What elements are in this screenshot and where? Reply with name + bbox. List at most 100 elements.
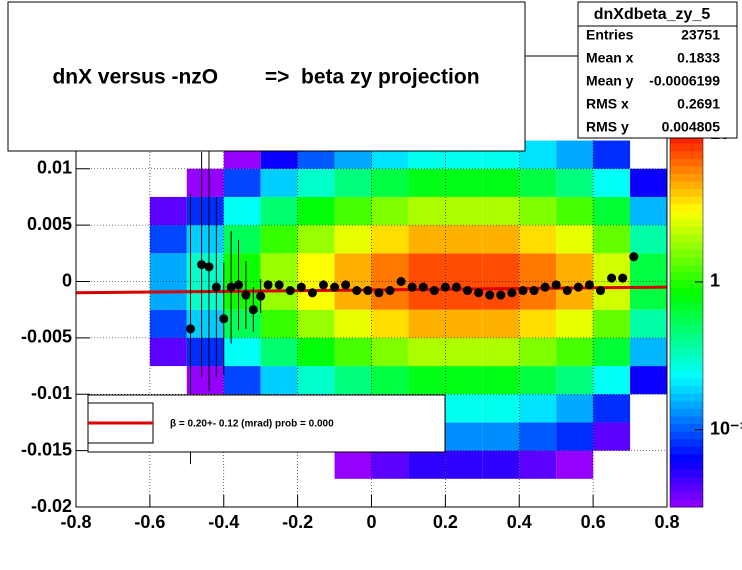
heat-cell	[149, 281, 187, 310]
palette-band	[670, 158, 703, 167]
palette-band	[670, 226, 703, 235]
palette-band	[670, 362, 703, 372]
palette-band	[670, 264, 703, 273]
palette-band	[670, 461, 703, 470]
palette-band	[670, 431, 703, 440]
heat-cell	[186, 337, 224, 367]
heat-cell	[445, 422, 483, 451]
profile-point	[507, 288, 517, 298]
heat-cell	[519, 168, 557, 197]
palette-band	[670, 393, 703, 402]
heat-cell	[334, 225, 372, 254]
heat-cell	[556, 422, 594, 451]
y-tick-label: -0.015	[21, 439, 72, 459]
stats-value: 0.1833	[677, 50, 720, 66]
profile-point	[418, 282, 428, 292]
stats-value: 0.004805	[662, 119, 721, 135]
profile-point	[296, 282, 306, 292]
title-box	[7, 1, 526, 152]
y-tick-label: -0.01	[31, 383, 72, 403]
heat-cell	[223, 225, 261, 254]
heat-cell	[408, 366, 446, 395]
profile-point	[440, 282, 450, 292]
heat-cell	[260, 337, 298, 367]
heat-cell	[445, 394, 483, 423]
palette-band	[670, 416, 703, 425]
z-tick-label: 1	[710, 271, 720, 291]
profile-point	[573, 282, 583, 292]
heat-cell	[408, 309, 446, 338]
palette-band	[670, 165, 703, 174]
palette-band	[670, 446, 703, 455]
palette-band	[670, 203, 703, 212]
profile-point	[363, 286, 373, 296]
heat-cell	[297, 168, 335, 197]
heat-cell	[482, 337, 520, 367]
profile-point	[496, 290, 506, 300]
heat-cell	[223, 309, 261, 338]
heat-cell	[297, 196, 335, 226]
palette-band	[670, 234, 703, 243]
heat-cell	[297, 366, 335, 395]
profile-point	[219, 314, 229, 324]
palette-band	[670, 438, 703, 447]
palette-band	[670, 272, 703, 281]
palette-band	[670, 211, 703, 220]
palette-band	[670, 173, 703, 182]
palette-band	[670, 378, 703, 387]
palette-band	[670, 347, 703, 356]
heat-cell	[445, 168, 483, 197]
heat-cell	[260, 196, 298, 226]
heat-cell	[519, 450, 557, 479]
stats-label: RMS y	[586, 119, 629, 135]
z-tick-label: 10⁻¹	[710, 418, 742, 438]
heat-cell	[519, 422, 557, 451]
palette-band	[670, 287, 703, 296]
palette-band	[670, 241, 703, 250]
x-tick-label: -0.8	[60, 512, 91, 532]
heat-cell	[556, 394, 594, 423]
palette-band	[670, 332, 703, 341]
chart-title: dnX versus -nzO => beta zy projection	[52, 66, 479, 89]
heat-cell	[482, 394, 520, 423]
heat-cell	[408, 337, 446, 367]
palette-band	[670, 309, 703, 318]
heat-cell	[371, 168, 409, 197]
palette-band	[670, 408, 703, 417]
profile-point	[562, 286, 572, 296]
palette-band	[670, 249, 703, 258]
heat-cell	[593, 394, 631, 423]
palette-band	[670, 135, 703, 144]
heat-cell	[630, 309, 667, 338]
heat-cell	[186, 168, 224, 197]
heat-cell	[593, 337, 631, 367]
heat-cell	[482, 422, 520, 451]
heat-cell	[593, 366, 631, 395]
heat-cell	[408, 450, 446, 479]
heat-cell	[371, 450, 409, 479]
palette-band	[670, 491, 703, 500]
palette-band	[670, 325, 703, 334]
palette-band	[670, 279, 703, 288]
y-tick-label: 0.005	[27, 214, 72, 234]
profile-point	[307, 288, 317, 298]
heat-cell	[223, 366, 261, 395]
heat-cell	[334, 337, 372, 367]
y-tick-label: 0	[62, 270, 72, 290]
heat-cell	[371, 253, 409, 282]
heat-cell	[186, 309, 224, 338]
heat-cell	[334, 309, 372, 338]
profile-point	[234, 280, 244, 290]
heat-cell	[519, 394, 557, 423]
heat-cell	[149, 196, 187, 226]
stats-value: 0.2691	[677, 96, 720, 112]
profile-point	[341, 280, 351, 290]
palette-band	[670, 453, 703, 463]
profile-point	[474, 288, 484, 298]
heat-cell	[519, 366, 557, 395]
palette-band	[670, 355, 703, 364]
heat-cell	[593, 140, 631, 169]
heat-cell	[593, 422, 631, 451]
palette-band	[670, 476, 703, 485]
heat-cell	[334, 366, 372, 395]
